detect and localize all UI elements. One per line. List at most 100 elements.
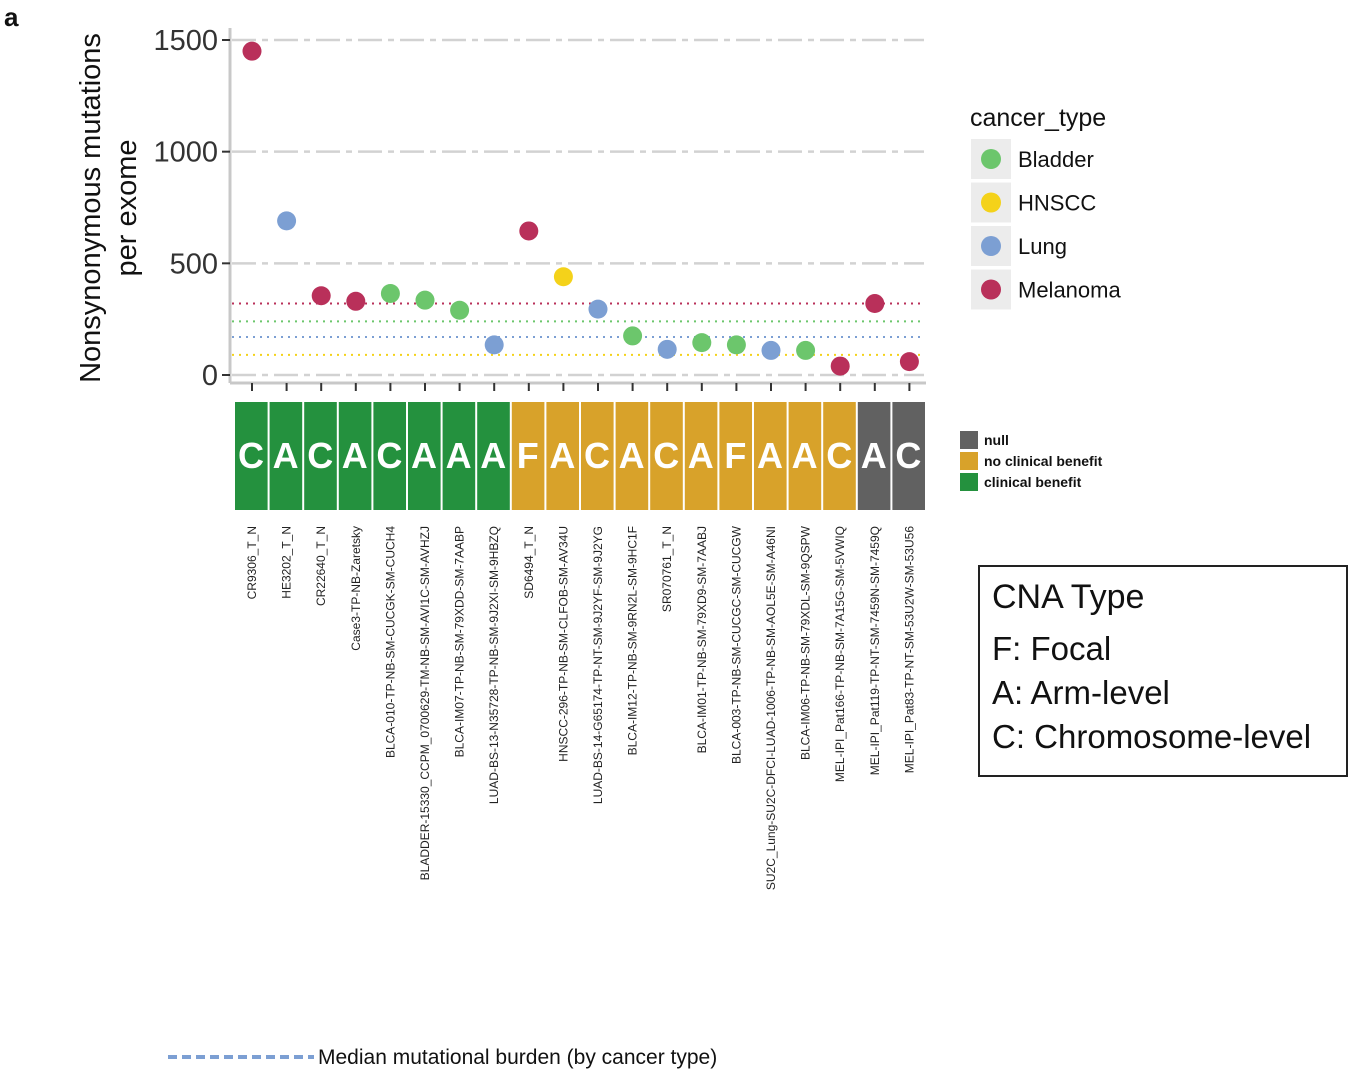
data-point bbox=[346, 291, 366, 311]
benefit-tile bbox=[442, 402, 476, 510]
data-point bbox=[726, 335, 746, 355]
cna-letter: A bbox=[411, 435, 437, 476]
benefit-tile bbox=[615, 402, 649, 510]
cna-letter: A bbox=[688, 435, 714, 476]
data-point bbox=[761, 340, 781, 360]
benefit-tile bbox=[823, 402, 856, 510]
cna-focal-line: F: Focal bbox=[992, 630, 1112, 667]
y-tick-label-1500: 1500 bbox=[153, 25, 218, 57]
benefit-tile bbox=[373, 402, 406, 510]
sample-label: LUAD-BS-14-G65174-TP-NT-SM-9J2YF-SM-9J2Y… bbox=[591, 526, 605, 804]
sample-label: CR22640_T_N bbox=[314, 526, 328, 606]
cna-type-box: CNA Type F: Focal A: Arm-level C: Chromo… bbox=[978, 565, 1348, 777]
benefit-label-null: null bbox=[984, 432, 1009, 448]
cna-letter: A bbox=[619, 435, 645, 476]
benefit-tile bbox=[235, 402, 268, 510]
sample-label: MEL-IPI_Pat119-TP-NT-SM-7459N-SM-7459Q bbox=[868, 526, 882, 775]
cancer-type-legend: cancer_type Bladder HNSCC Lung Melanoma bbox=[970, 104, 1121, 310]
benefit-key-null bbox=[960, 431, 978, 449]
data-point bbox=[450, 300, 470, 320]
sample-label: MEL-IPI_Pat83-TP-NT-SM-53U2W-SM-53U56 bbox=[902, 526, 916, 774]
y-tick-label-1000: 1000 bbox=[153, 137, 218, 169]
benefit-tile bbox=[892, 402, 925, 510]
sample-label: BLCA-IM12-TP-NB-SM-9RN2L-SM-9HC1F bbox=[626, 526, 640, 755]
data-points bbox=[242, 41, 919, 376]
data-point bbox=[484, 335, 504, 355]
benefit-legend: null no clinical benefit clinical benefit bbox=[960, 431, 1103, 491]
cna-letter: A bbox=[446, 435, 472, 476]
benefit-tile bbox=[650, 402, 683, 510]
y-axis-label-line-1: Nonsynonymous mutations bbox=[75, 33, 107, 383]
sample-labels: CR9306_T_N HE3202_T_N CR22640_T_N Case3-TP-… bbox=[245, 525, 916, 890]
benefit-tile bbox=[581, 402, 614, 510]
benefit-tile bbox=[857, 402, 891, 510]
data-point bbox=[865, 294, 885, 314]
legend-label-hnscc: HNSCC bbox=[1018, 191, 1096, 216]
sample-label: BLCA-003-TP-NB-SM-CUCGC-SM-CUCGW bbox=[729, 525, 743, 764]
benefit-tile bbox=[408, 402, 441, 510]
cna-letter: F bbox=[517, 435, 539, 476]
cna-type-title: CNA Type bbox=[992, 578, 1145, 616]
benefit-tile bbox=[269, 402, 303, 510]
benefit-tile bbox=[304, 402, 337, 510]
data-point bbox=[277, 211, 297, 231]
cna-chromosome-line: C: Chromosome-level bbox=[992, 718, 1312, 755]
median-legend: Median mutational burden (by cancer type… bbox=[168, 1046, 717, 1069]
legend-key-melanoma bbox=[981, 279, 1001, 300]
sample-label: Case3-TP-NB-Zaretsky bbox=[349, 526, 363, 651]
cna-letter: A bbox=[549, 435, 575, 476]
grid-layer bbox=[232, 38, 924, 377]
data-point bbox=[519, 221, 539, 241]
cna-letter: A bbox=[480, 435, 506, 476]
panel-letter: a bbox=[4, 2, 19, 32]
cna-letter: C bbox=[895, 435, 921, 476]
benefit-tile bbox=[338, 402, 372, 510]
cna-letter: C bbox=[584, 435, 610, 476]
cna-arm-line: A: Arm-level bbox=[992, 674, 1170, 711]
legend-key-lung bbox=[981, 236, 1001, 256]
legend-label-melanoma: Melanoma bbox=[1018, 278, 1121, 303]
sample-label: SU2C_Lung-SU2C-DFCI-LUAD-1006-TP-NB-SM-A… bbox=[764, 526, 778, 890]
y-axis-label-line-2: per exome bbox=[111, 139, 143, 276]
median-lines bbox=[232, 302, 924, 356]
data-point bbox=[380, 283, 400, 303]
benefit-label-no-clinical-benefit: no clinical benefit bbox=[984, 453, 1103, 469]
legend-title: cancer_type bbox=[970, 104, 1106, 132]
data-point bbox=[796, 340, 816, 360]
sample-label: SD6494_T_N bbox=[522, 526, 536, 599]
sample-label: BLCA-010-TP-NB-SM-CUCGK-SM-CUCH4 bbox=[383, 526, 397, 758]
data-point bbox=[242, 41, 262, 61]
legend-key-hnscc bbox=[981, 192, 1001, 213]
data-point bbox=[692, 333, 712, 353]
data-point bbox=[311, 286, 331, 306]
benefit-key-clinical-benefit bbox=[960, 473, 978, 491]
data-point bbox=[830, 356, 850, 376]
benefit-tile bbox=[684, 402, 718, 510]
sample-label: HE3202_T_N bbox=[280, 526, 294, 599]
cna-letter: A bbox=[342, 435, 368, 476]
sample-label: CR9306_T_N bbox=[245, 526, 259, 599]
y-tick-label-0: 0 bbox=[202, 360, 218, 392]
benefit-tile bbox=[788, 402, 822, 510]
cna-letter: A bbox=[273, 435, 299, 476]
cna-letter: F bbox=[724, 435, 746, 476]
median-legend-label: Median mutational burden (by cancer type… bbox=[318, 1046, 717, 1069]
benefit-key-no-clinical-benefit bbox=[960, 452, 978, 470]
sample-label: BLCA-IM06-TP-NB-SM-79XDL-SM-9QSPW bbox=[799, 525, 813, 760]
legend-key-bladder bbox=[981, 149, 1001, 169]
legend-label-bladder: Bladder bbox=[1018, 147, 1094, 172]
y-axis: 0 500 1000 1500 Nonsynonymous mutations per e… bbox=[75, 25, 926, 392]
cna-letter: C bbox=[653, 435, 679, 476]
cna-letter: C bbox=[826, 435, 852, 476]
data-point bbox=[657, 339, 677, 359]
data-point bbox=[553, 267, 573, 287]
cna-letter: A bbox=[757, 435, 783, 476]
sample-label: MEL-IPI_Pat166-TP-NB-SM-7A15G-SM-5VWIQ bbox=[833, 526, 847, 782]
benefit-tile bbox=[511, 402, 545, 510]
cna-letter: C bbox=[238, 435, 264, 476]
data-point bbox=[623, 326, 643, 346]
data-point bbox=[588, 299, 608, 319]
data-point bbox=[899, 352, 919, 372]
sample-label: HNSCC-296-TP-NB-SM-CLFOB-SM-AV34U bbox=[556, 526, 570, 762]
